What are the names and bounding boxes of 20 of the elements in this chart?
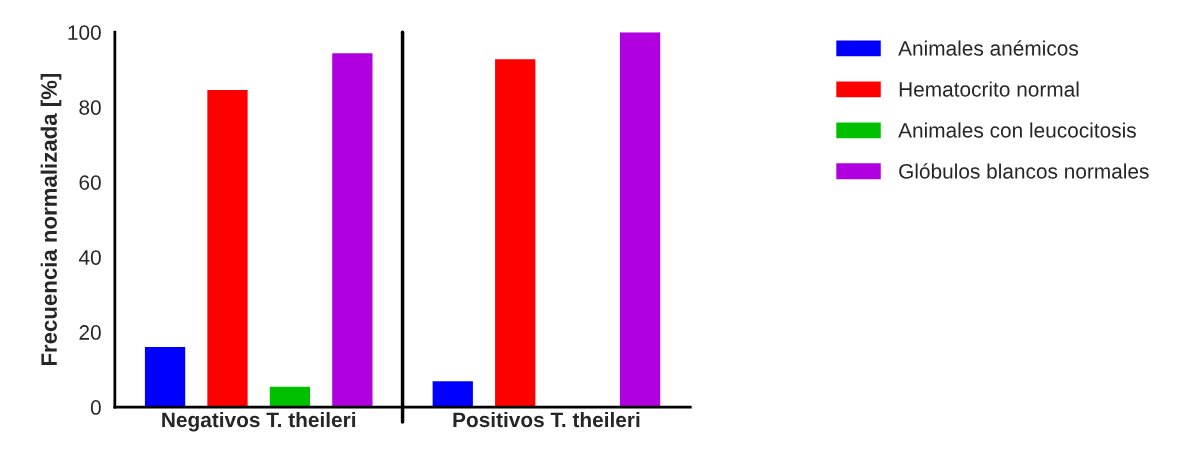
bar	[332, 53, 373, 408]
legend-label: Hematocrito normal	[899, 81, 1079, 97]
y-tick-label: 0	[90, 400, 101, 415]
y-tick-label: 100	[68, 25, 101, 40]
y-tick-label: 40	[78, 250, 101, 265]
bar	[432, 381, 473, 408]
x-tick-label: Positivos T. theileri	[453, 411, 640, 428]
bar	[144, 347, 186, 408]
legend-label: Animales con leucocitosis	[898, 122, 1136, 138]
bar	[207, 89, 248, 408]
legend-label: Animales anémicos	[898, 40, 1078, 56]
y-axis-title: Frecuencia normalizada [%]	[40, 73, 62, 366]
y-tick-label: 20	[79, 325, 101, 340]
legend-label: Glóbulos blancos normales	[899, 163, 1149, 179]
bar	[619, 32, 661, 408]
bar	[495, 59, 536, 408]
x-tick-label: Negativos T. theileri	[162, 411, 356, 432]
y-tick-label: 80	[79, 100, 101, 115]
y-tick-label: 60	[79, 175, 101, 190]
bar	[269, 386, 311, 408]
